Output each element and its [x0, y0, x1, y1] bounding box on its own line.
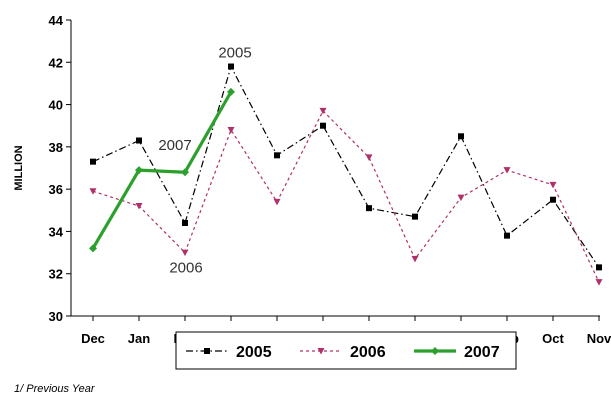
y-axis-label: MILLION: [13, 145, 25, 190]
data-point-2007: [227, 87, 235, 96]
data-point-2006: [457, 194, 465, 202]
data-point-2007: [181, 168, 189, 177]
footnote: 1/ Previous Year: [14, 383, 96, 395]
axes: [70, 20, 600, 317]
legend-marker-2006: [317, 348, 325, 355]
data-point-2006: [503, 167, 511, 174]
annotation-2006: 2006: [169, 260, 202, 277]
data-point-2005: [366, 205, 372, 212]
y-tick-label: 40: [49, 98, 63, 113]
data-point-2005: [90, 158, 96, 165]
data-point-2006: [595, 279, 603, 286]
data-point-2006: [181, 249, 189, 257]
data-point-2006: [273, 198, 281, 206]
annotation-2007: 2007: [158, 137, 191, 154]
y-tick-label: 42: [49, 55, 63, 70]
data-point-2005: [550, 196, 556, 203]
data-point-2005: [504, 232, 510, 239]
data-point-2006: [135, 203, 143, 210]
annotation-2005: 2005: [218, 45, 251, 62]
series-2007: [89, 87, 235, 253]
data-point-2006: [89, 188, 97, 195]
data-point-2006: [365, 154, 373, 161]
legend: 2005 2006 2007: [175, 331, 517, 370]
data-point-2006: [227, 126, 235, 134]
legend-item-2005: 2005: [186, 344, 272, 361]
legend-label-2005: 2005: [236, 344, 272, 361]
legend-marker-2005: [204, 348, 210, 354]
legend-label-2007: 2007: [464, 344, 500, 361]
annotations: 2005 2007 2006: [158, 45, 251, 277]
data-point-2006: [549, 181, 557, 189]
data-point-2005: [458, 133, 464, 140]
y-tick-label: 44: [49, 13, 64, 28]
legend-box: [175, 331, 517, 370]
y-tick-label: 32: [49, 267, 63, 282]
x-tick-label: Oct: [542, 331, 564, 346]
legend-marker-2007: [431, 347, 439, 355]
legend-item-2007: 2007: [414, 344, 500, 361]
data-point-2005: [274, 152, 280, 159]
data-point-2007: [135, 166, 143, 175]
data-point-2006: [319, 107, 327, 115]
data-point-2006: [411, 255, 419, 263]
y-tick-label: 30: [49, 309, 63, 324]
data-point-2005: [412, 213, 418, 220]
data-point-2005: [320, 122, 326, 129]
x-tick-label: Nov: [587, 331, 611, 346]
y-tick-label: 36: [49, 182, 63, 197]
series-line-2006: [92, 110, 600, 283]
legend-label-2006: 2006: [350, 344, 386, 361]
data-point-2005: [182, 219, 188, 226]
legend-item-2006: 2006: [300, 344, 386, 361]
data-point-2007: [89, 244, 97, 253]
series: [89, 63, 603, 286]
x-tick-label: Dec: [81, 331, 105, 346]
y-tick-label: 38: [49, 140, 63, 155]
series-2006: [89, 107, 603, 286]
series-line-2007: [91, 91, 233, 250]
data-point-2005: [596, 264, 602, 271]
legend-items: 2005 2006 2007: [186, 344, 500, 361]
x-tick-label: Jan: [128, 331, 150, 346]
series-2005: [90, 63, 602, 271]
y-ticks: 30 32 34 36 38 40 42 44: [49, 13, 71, 324]
data-point-2005: [136, 137, 142, 144]
data-point-2005: [228, 63, 234, 70]
series-line-2005: [92, 65, 600, 268]
y-tick-label: 34: [49, 224, 64, 239]
